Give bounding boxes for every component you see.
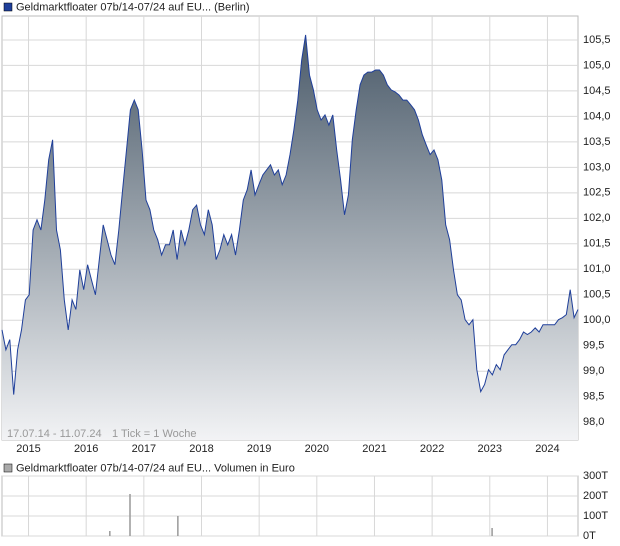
price-panel: 98,0 98,5 99,0 99,5 100,0 100,5 101,0 101,5 102,… [1, 15, 611, 455]
x-tick-label: 2016 [74, 443, 98, 455]
chart-title: Geldmarktfloater 07b/14-07/24 auf EU... … [16, 462, 295, 474]
x-tick-label: 2020 [305, 443, 329, 455]
y-tick-label: 99,0 [583, 365, 604, 377]
y-tick-label: 101,5 [583, 238, 611, 250]
volume-bar [109, 531, 111, 536]
legend-swatch [3, 463, 13, 473]
y-tick-label: 105,5 [583, 34, 611, 46]
y-tick-label: 100,0 [583, 314, 611, 326]
x-tick-label: 2023 [478, 443, 502, 455]
x-tick-label: 2024 [535, 443, 559, 455]
y-tick-label: 0T [583, 530, 596, 542]
volume-bar [177, 516, 179, 536]
period-label: 17.07.14 - 11.07.24 [7, 428, 102, 440]
tick-note: 1 Tick = 1 Woche [112, 428, 196, 440]
chart-title: Geldmarktfloater 07b/14-07/24 auf EU... … [16, 1, 250, 13]
y-tick-label: 100,5 [583, 289, 611, 301]
y-tick-label: 300T [583, 470, 608, 482]
x-tick-label: 2015 [16, 443, 40, 455]
volume-panel: 0T 100T 200T 300T [1, 470, 608, 542]
y-tick-label: 98,5 [583, 391, 604, 403]
plot-frame [1, 475, 579, 537]
price-line [1, 34, 579, 395]
x-tick-label: 2018 [189, 443, 213, 455]
area [2, 34, 578, 441]
x-tick-label: 2021 [362, 443, 386, 455]
y-tick-label: 102,0 [583, 212, 611, 224]
legend-swatch [3, 2, 13, 12]
y-tick-label: 105,0 [583, 59, 611, 71]
y-tick-label: 101,0 [583, 263, 611, 275]
volume-bar [129, 494, 131, 536]
y-tick-label: 104,0 [583, 110, 611, 122]
x-tick-label: 2019 [247, 443, 271, 455]
y-tick-label: 104,5 [583, 85, 611, 97]
y-tick-label: 98,0 [583, 416, 604, 428]
y-tick-label: 102,5 [583, 187, 611, 199]
y-tick-label: 103,5 [583, 136, 611, 148]
volume-bar [491, 528, 493, 536]
y-tick-label: 200T [583, 490, 608, 502]
x-tick-label: 2022 [420, 443, 444, 455]
x-tick-label: 2017 [132, 443, 156, 455]
y-tick-label: 99,5 [583, 340, 604, 352]
y-tick-label: 100T [583, 510, 608, 522]
y-tick-label: 103,0 [583, 161, 611, 173]
